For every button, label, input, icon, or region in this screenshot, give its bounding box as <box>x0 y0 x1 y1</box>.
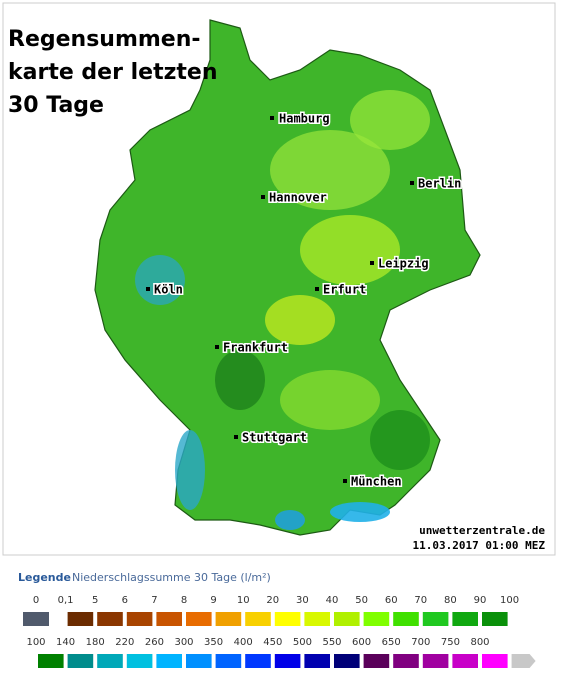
legend-swatch <box>334 654 360 668</box>
legend-swatch <box>274 654 301 668</box>
legend-swatch <box>67 612 94 626</box>
legend-label: 40 <box>326 595 339 606</box>
legend-heading: Legende <box>18 571 71 584</box>
legend-swatch <box>363 654 390 668</box>
city-markers <box>146 116 414 483</box>
legend-label: 220 <box>115 637 134 648</box>
legend-label: 7 <box>151 595 157 606</box>
legend-label: 450 <box>263 637 282 648</box>
legend-swatch <box>215 612 242 626</box>
legend-label: 140 <box>56 637 75 648</box>
legend-label: 550 <box>322 637 341 648</box>
city-label: Leipzig <box>378 257 429 271</box>
legend-swatch <box>67 654 94 668</box>
legend-label: 500 <box>293 637 312 648</box>
city-label: Stuttgart <box>242 431 307 445</box>
legend-label: 80 <box>444 595 457 606</box>
legend-caption: Niederschlagssumme 30 Tage (l/m²) <box>72 571 271 584</box>
legend-swatch <box>186 612 212 626</box>
legend-label: 70 <box>414 595 427 606</box>
legend-label: 260 <box>145 637 164 648</box>
legend-label: 0 <box>33 595 39 606</box>
legend-label: 30 <box>296 595 309 606</box>
legend-swatch <box>304 654 330 668</box>
legend-swatch <box>245 612 271 626</box>
legend-label: 9 <box>210 595 216 606</box>
legend-swatch <box>393 654 419 668</box>
legend-swatch <box>126 612 153 626</box>
legend-swatch <box>304 612 330 626</box>
legend-swatch <box>422 654 449 668</box>
legend-label: 600 <box>352 637 371 648</box>
legend-label: 0,1 <box>58 595 74 606</box>
legend-label: 20 <box>266 595 279 606</box>
credit: unwetterzentrale.de <box>419 524 545 537</box>
city-label: München <box>351 475 402 489</box>
legend-label: 650 <box>382 637 401 648</box>
legend-swatch <box>38 654 64 668</box>
legend-swatch <box>126 654 153 668</box>
legend-swatch <box>274 612 301 626</box>
legend-label: 100 <box>500 595 519 606</box>
legend-label: 8 <box>181 595 187 606</box>
city-label: Hannover <box>269 191 327 205</box>
city-label: Erfurt <box>323 283 366 297</box>
legend-swatch <box>156 654 182 668</box>
legend-label: 5 <box>92 595 98 606</box>
city-label: Köln <box>154 283 183 297</box>
legend-label: 90 <box>474 595 487 606</box>
legend-swatch <box>97 612 123 626</box>
legend-swatch <box>334 612 360 626</box>
legend-swatch <box>186 654 212 668</box>
legend-arrow <box>511 654 536 668</box>
legend-swatch <box>97 654 123 668</box>
legend-swatch <box>393 612 419 626</box>
legend-label: 180 <box>86 637 105 648</box>
legend-label: 60 <box>385 595 398 606</box>
map-title: Regensummen-karte der letzten 30 Tage <box>8 27 217 118</box>
legend-label: 6 <box>122 595 128 606</box>
legend-label: 350 <box>204 637 223 648</box>
legend-swatch <box>23 612 49 626</box>
legend-label: 10 <box>237 595 250 606</box>
legend-swatch <box>245 654 271 668</box>
legend-swatch <box>482 612 508 626</box>
legend-swatch <box>422 612 449 626</box>
legend-label: 300 <box>174 637 193 648</box>
legend-swatch <box>363 612 390 626</box>
legend-label: 50 <box>355 595 368 606</box>
legend-label: 800 <box>470 637 489 648</box>
legend-label: 400 <box>234 637 253 648</box>
legend-swatch <box>215 654 242 668</box>
legend-swatch <box>156 612 182 626</box>
germany-map <box>94 19 481 536</box>
timestamp: 11.03.2017 01:00 MEZ <box>413 539 546 552</box>
legend-label: 700 <box>411 637 430 648</box>
city-label: Frankfurt <box>223 341 288 355</box>
legend-swatch <box>452 612 478 626</box>
legend-label: 750 <box>441 637 460 648</box>
legend-swatch <box>482 654 508 668</box>
city-label: Berlin <box>418 177 461 191</box>
legend-label: 100 <box>26 637 45 648</box>
legend-swatch <box>452 654 478 668</box>
city-label: Hamburg <box>279 112 330 126</box>
